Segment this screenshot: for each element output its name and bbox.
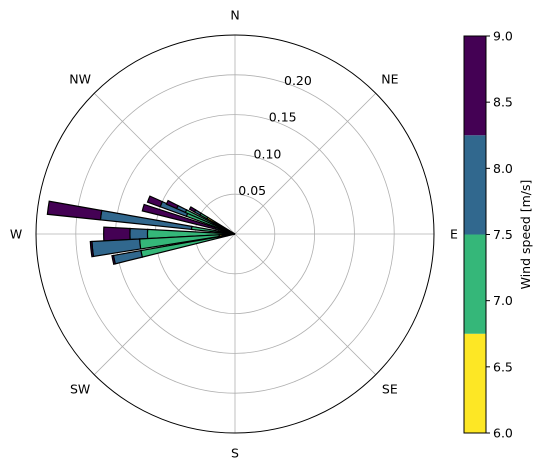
direction-label: SE: [382, 381, 398, 396]
polar-frame: [35, 34, 435, 434]
angular-gridline: [94, 93, 236, 235]
radial-tick-label: 0.05: [238, 183, 266, 198]
colorbar-label: Wind speed [m/s]: [518, 180, 533, 290]
colorbar-tick-label: 6.0: [493, 426, 513, 441]
direction-label: SW: [70, 381, 90, 396]
direction-label: S: [231, 446, 239, 461]
wind-bar-segment: [165, 199, 179, 210]
radial-tick-labels: 0.05 0.10 0.15 0.20: [238, 73, 312, 198]
colorbar-tick-label: 7.0: [493, 293, 513, 308]
colorbar-segment: [464, 333, 486, 433]
direction-label: E: [450, 227, 458, 242]
colorbar-tick-label: 6.5: [493, 359, 513, 374]
angular-gridline: [234, 233, 376, 375]
colorbar-segment: [464, 135, 486, 235]
direction-label: NE: [381, 72, 398, 87]
wind-bar-segment: [129, 227, 149, 241]
radial-tick-label: 0.10: [254, 146, 282, 161]
wind-bar-segment: [146, 195, 164, 208]
colorbar-tick-label: 8.5: [493, 95, 513, 110]
angular-gridline: [234, 93, 376, 235]
polar-grid: [35, 34, 435, 434]
colorbar-tick-label: 7.5: [493, 227, 513, 242]
wind-bar-segment: [141, 203, 217, 230]
wind-bar-segment: [103, 226, 131, 242]
colorbar-tick-label: 9.0: [493, 29, 513, 44]
direction-label: NW: [69, 72, 91, 87]
radial-tick-label: 0.15: [269, 110, 297, 125]
wind-bar-segment: [111, 254, 117, 265]
direction-label: W: [10, 227, 22, 242]
wind-bar-segment: [46, 200, 103, 221]
colorbar-segment: [464, 234, 486, 334]
wind-bar-segment: [89, 240, 95, 258]
wind-bar-segment: [188, 206, 197, 213]
wind-rose-bars: [46, 195, 236, 265]
colorbar-tick-label: 8.0: [493, 161, 513, 176]
colorbar: 6.0 6.5 7.0 7.5 8.0 8.5 9.0: [463, 29, 513, 441]
angular-gridline: [94, 233, 236, 375]
radial-tick-label: 0.20: [284, 73, 312, 88]
direction-labels: N NE E SE S SW W NW: [10, 8, 458, 461]
direction-label: N: [230, 8, 239, 23]
colorbar-segment: [464, 36, 486, 136]
